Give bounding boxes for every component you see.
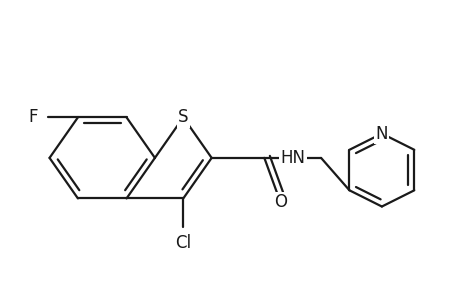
- Text: N: N: [375, 124, 387, 142]
- Text: Cl: Cl: [175, 234, 191, 252]
- Text: HN: HN: [280, 149, 305, 167]
- Text: S: S: [178, 108, 188, 126]
- Text: F: F: [28, 108, 38, 126]
- Text: O: O: [274, 194, 286, 211]
